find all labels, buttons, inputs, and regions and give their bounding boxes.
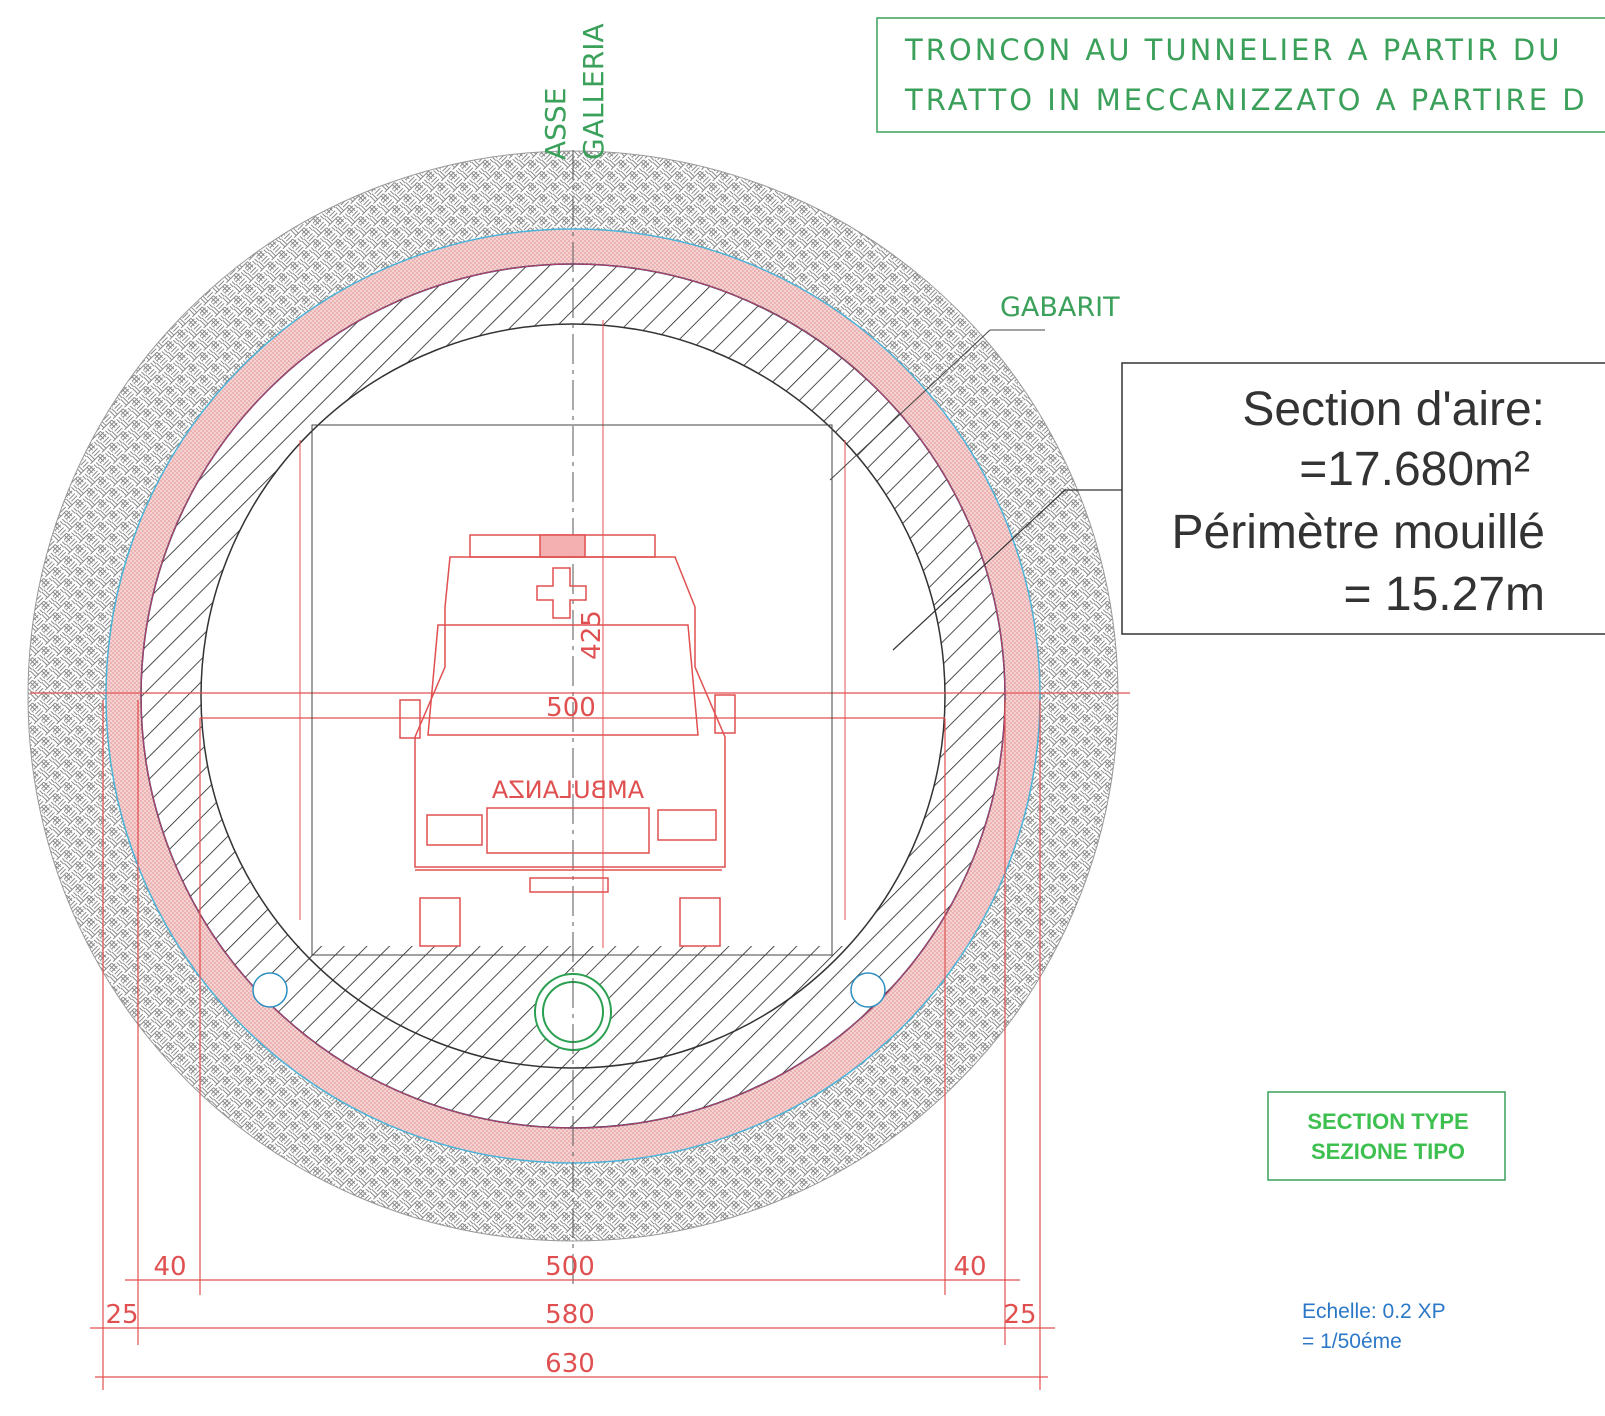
section-type: SECTION TYPE SEZIONE TIPO	[1268, 1092, 1505, 1180]
dimension-label: 630	[545, 1349, 595, 1379]
ambulance-part	[658, 810, 716, 840]
dimension-label: 500	[546, 693, 596, 723]
tunnel-section-part	[851, 973, 885, 1007]
scale-text: = 1/50éme	[1302, 1330, 1402, 1353]
section-type-text: SEZIONE TIPO	[1311, 1139, 1465, 1164]
ambulance-part	[530, 878, 608, 892]
dimension-label: 500	[545, 1252, 595, 1282]
ambulance-part	[420, 898, 460, 946]
info-text: =17.680m²	[1299, 443, 1530, 496]
info-text: Section d'aire:	[1242, 383, 1545, 436]
axis-label: ASSE	[539, 88, 572, 160]
tunnel-section-part	[253, 973, 287, 1007]
ambulance-part	[715, 695, 735, 733]
dimension-label: 425	[577, 610, 607, 660]
dimension-label: 25	[105, 1300, 138, 1330]
scale-text: Echelle: 0.2 XP	[1302, 1300, 1446, 1323]
vehicle-label: AMBULANZA	[491, 776, 644, 804]
drawing: TRONCON AU TUNNELIER A PARTIR DU TRATTO …	[0, 0, 1605, 1416]
gabarit-label: GABARIT	[1000, 292, 1120, 323]
page: {"header": {"line1": "TRONCON AU TUNNELI…	[0, 0, 1605, 1416]
info-text: Périmètre mouillé	[1172, 506, 1545, 559]
scale-note: Echelle: 0.2 XP = 1/50éme	[1302, 1300, 1446, 1353]
ambulance-part	[427, 815, 482, 845]
header-box: TRONCON AU TUNNELIER A PARTIR DU TRATTO …	[877, 18, 1605, 132]
info-text: = 15.27m	[1344, 568, 1545, 621]
header-line: TRATTO IN MECCANIZZATO A PARTIRE D	[904, 83, 1588, 117]
ambulance-part	[487, 808, 649, 853]
ambulance-part	[540, 535, 585, 557]
ambulance-part	[680, 898, 720, 946]
axis-label: ASSE GALLERIA	[539, 23, 610, 160]
axis-label: GALLERIA	[577, 23, 610, 160]
dimension-label: 40	[153, 1252, 186, 1282]
gabarit-part	[312, 425, 832, 955]
section-type-part	[1268, 1092, 1505, 1180]
dimension-labels: 40 500 40 25 580 25 630	[105, 1252, 1036, 1379]
header-line: TRONCON AU TUNNELIER A PARTIR DU	[904, 33, 1562, 67]
section-type-text: SECTION TYPE	[1307, 1109, 1468, 1134]
ambulance: AMBULANZA	[400, 535, 735, 946]
dimension-label: 40	[953, 1252, 986, 1282]
dimension-label: 580	[545, 1300, 595, 1330]
dimension-label: 25	[1003, 1300, 1036, 1330]
